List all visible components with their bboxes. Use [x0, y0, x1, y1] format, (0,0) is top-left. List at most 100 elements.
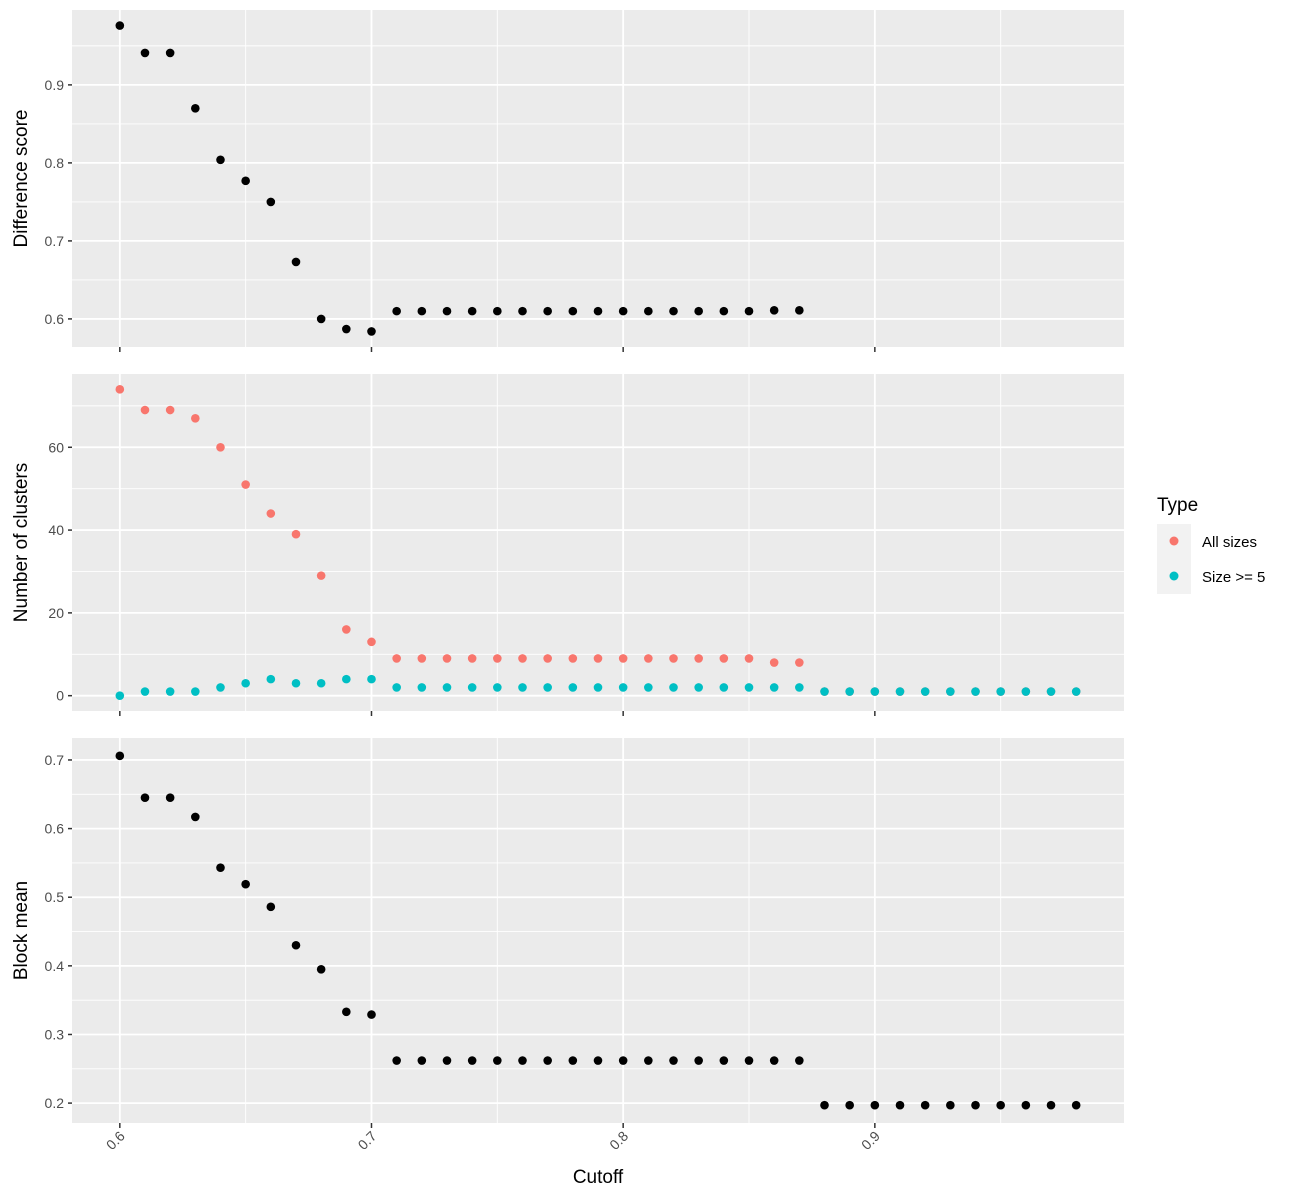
data-point — [140, 48, 150, 58]
data-point — [316, 964, 326, 974]
y-tick-label: 0.4 — [45, 958, 65, 974]
data-point — [266, 674, 276, 684]
y-tick-label: 0 — [56, 688, 64, 704]
data-point — [618, 1056, 628, 1065]
panel-2: 0 20 40 60 Number of clusters — [11, 374, 1124, 716]
data-point — [644, 306, 653, 316]
y-tick-label: 20 — [48, 605, 64, 621]
x-axis: 0.6 0.7 0.8 0.9 — [103, 1128, 883, 1153]
y-tick-label: 60 — [48, 439, 64, 455]
data-point — [291, 678, 301, 688]
data-point — [392, 654, 401, 663]
legend-label-all-sizes: All sizes — [1202, 534, 1257, 551]
data-point — [266, 509, 276, 518]
data-point — [820, 1100, 829, 1110]
data-point — [191, 103, 200, 113]
data-point — [1021, 687, 1031, 696]
y-tick-label: 0.3 — [45, 1026, 65, 1042]
data-point — [342, 324, 351, 334]
data-point — [165, 405, 175, 415]
data-point — [920, 1100, 930, 1110]
data-point — [291, 940, 301, 950]
x-tick-label: 0.9 — [858, 1128, 883, 1153]
data-point — [618, 654, 628, 663]
data-point — [266, 197, 276, 207]
y-tick-label: 40 — [48, 522, 64, 538]
data-point — [518, 306, 527, 316]
y-tick-label: 0.6 — [45, 821, 65, 837]
data-point — [568, 1056, 578, 1065]
data-point — [618, 306, 628, 316]
data-point — [644, 1056, 653, 1065]
data-point — [417, 683, 427, 692]
data-point — [493, 654, 502, 663]
data-point — [694, 654, 703, 663]
data-point — [769, 658, 779, 667]
x-tick-label: 0.8 — [606, 1128, 631, 1153]
data-point — [316, 678, 326, 688]
data-point — [216, 863, 225, 873]
data-point — [946, 1100, 955, 1110]
data-point — [618, 683, 628, 692]
data-point — [744, 1056, 754, 1065]
legend-label-size-ge-5: Size >= 5 — [1202, 569, 1265, 586]
data-point — [316, 571, 326, 580]
data-point — [367, 1010, 376, 1019]
x-axis-title: Cutoff — [573, 1167, 624, 1188]
data-point — [971, 1100, 980, 1110]
data-point — [946, 687, 955, 696]
data-point — [191, 413, 200, 423]
data-point — [493, 683, 502, 692]
data-point — [996, 687, 1005, 696]
data-point — [392, 306, 401, 316]
data-point — [719, 683, 729, 692]
data-point — [543, 1056, 552, 1065]
data-point — [795, 1056, 804, 1065]
data-point — [342, 625, 351, 634]
data-point — [342, 1007, 351, 1017]
data-point — [769, 1056, 779, 1065]
data-point — [191, 687, 200, 696]
data-point — [593, 683, 603, 692]
data-point — [795, 683, 804, 692]
data-point — [795, 306, 804, 315]
x-tick-label: 0.7 — [355, 1128, 380, 1153]
data-point — [895, 687, 905, 696]
data-point — [669, 1056, 678, 1065]
data-point — [769, 683, 779, 692]
data-point — [367, 327, 376, 336]
data-point — [694, 683, 703, 692]
data-point — [442, 654, 452, 663]
data-point — [140, 793, 150, 803]
data-point — [845, 1100, 854, 1110]
data-point — [543, 654, 552, 663]
data-point — [191, 812, 200, 822]
data-point — [744, 683, 754, 692]
legend-title: Type — [1157, 495, 1198, 516]
data-point — [719, 306, 729, 316]
data-point — [291, 529, 301, 539]
data-point — [644, 683, 653, 692]
data-point — [568, 683, 578, 692]
data-point — [165, 48, 175, 58]
chart-panels: 0.6 0.7 0.8 0.9 Difference score 0 20 40 60 Numbe… — [11, 10, 1124, 1128]
data-point — [895, 1100, 905, 1110]
data-point — [392, 683, 401, 692]
data-point — [719, 654, 729, 663]
data-point — [669, 306, 678, 316]
data-point — [1046, 1100, 1056, 1110]
data-point — [140, 405, 150, 415]
panel-3: 0.2 0.3 0.4 0.5 0.6 0.7 Block mean — [11, 738, 1124, 1128]
y-axis-title: Difference score — [11, 110, 32, 248]
data-point — [1046, 687, 1056, 696]
y-tick-label: 0.7 — [45, 752, 65, 768]
data-point — [241, 879, 250, 889]
data-point — [1021, 1100, 1031, 1110]
data-point — [417, 306, 427, 316]
data-point — [216, 683, 225, 692]
data-point — [971, 687, 980, 696]
x-tick-label: 0.6 — [103, 1128, 128, 1153]
data-point — [518, 654, 527, 663]
data-point — [870, 687, 880, 696]
data-point — [719, 1056, 729, 1065]
